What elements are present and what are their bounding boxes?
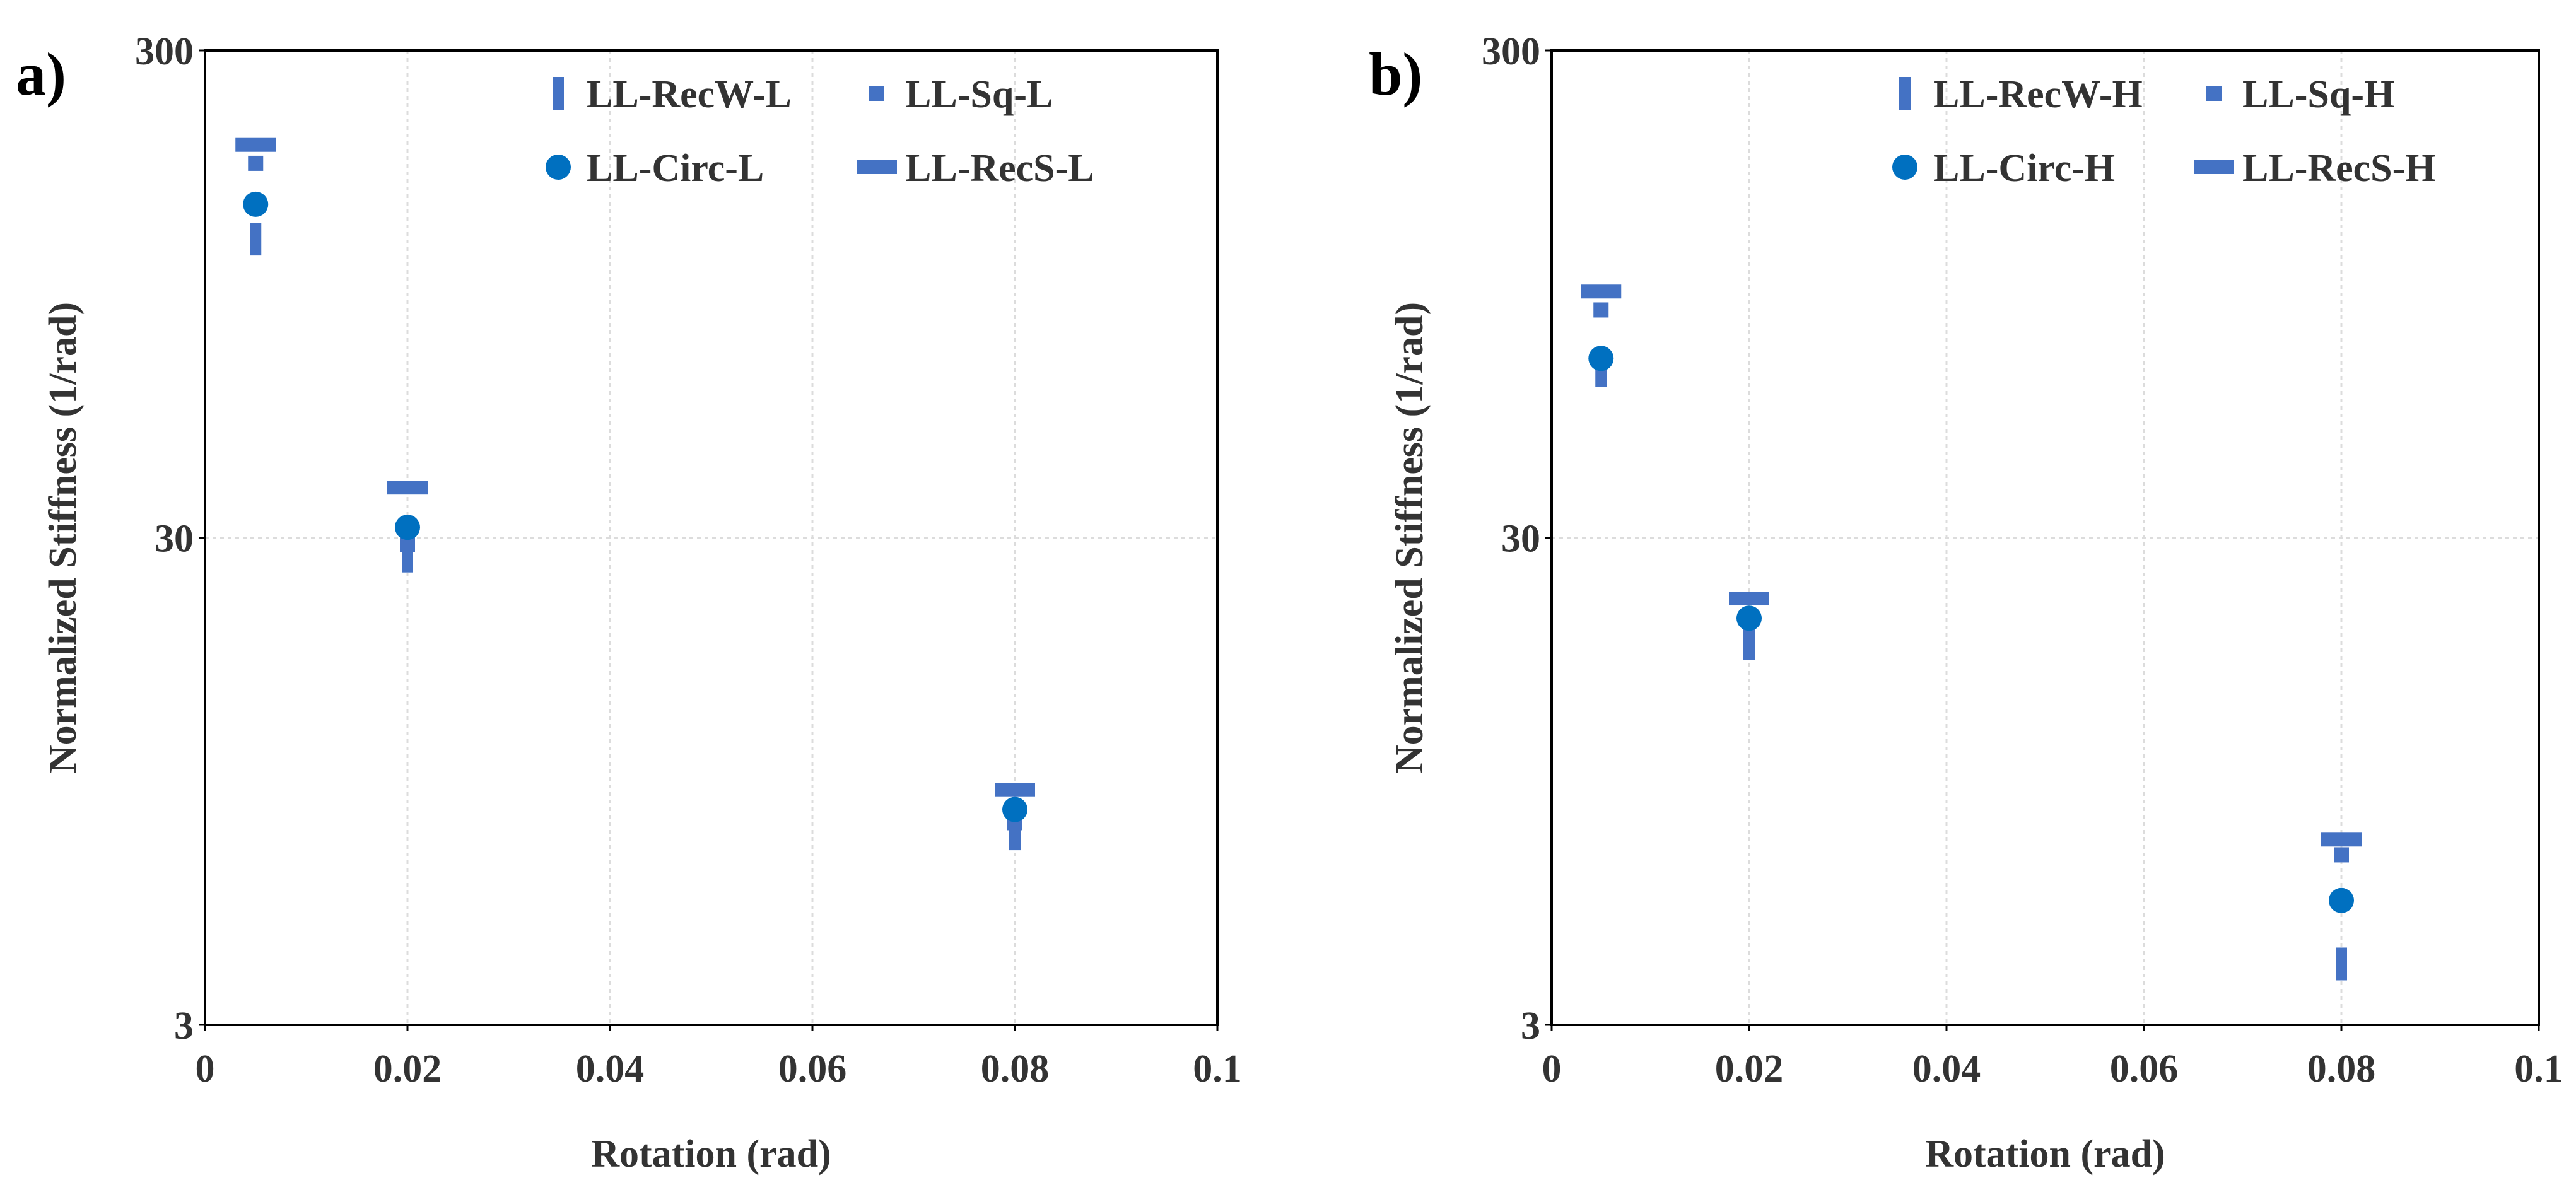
- y-tick-label: 300: [135, 30, 194, 73]
- x-tick-label: 0.06: [2110, 1047, 2179, 1090]
- data-point: [1002, 796, 1027, 822]
- data-point: [387, 481, 428, 495]
- series-LL-RecS-L: [235, 137, 1035, 797]
- y-tick-label: 30: [1501, 518, 1540, 561]
- data-point: [995, 783, 1035, 797]
- legend-marker: [1899, 77, 1911, 110]
- x-tick-label: 0.02: [373, 1047, 442, 1090]
- legend-label: LL-Sq-H: [2242, 73, 2394, 116]
- x-tick-label: 0.04: [1912, 1047, 1981, 1090]
- legend-label: LL-RecS-L: [905, 147, 1094, 190]
- data-point: [2334, 847, 2349, 863]
- legend-label: LL-Sq-L: [905, 73, 1053, 116]
- legend-marker: [553, 77, 564, 110]
- legend-marker: [1892, 155, 1917, 180]
- data-point: [1588, 346, 1614, 371]
- legend-label: LL-RecW-L: [587, 73, 792, 116]
- data-point: [243, 191, 269, 217]
- x-tick-label: 0.02: [1715, 1047, 1784, 1090]
- x-tick-label: 0.06: [778, 1047, 847, 1090]
- x-tick-label: 0.08: [2307, 1047, 2376, 1090]
- x-tick-label: 0.1: [1193, 1047, 1242, 1090]
- data-point: [250, 223, 262, 256]
- data-point: [1581, 284, 1622, 299]
- legend: LL-RecW-L LL-Sq-L LL-Circ-L LL-RecS-L: [546, 73, 1094, 190]
- data-point: [2321, 832, 2362, 847]
- series-LL-RecW-H: [1595, 354, 2347, 981]
- y-tick-label: 300: [1482, 30, 1540, 73]
- legend-marker: [2194, 160, 2234, 174]
- x-tick-label: 0.1: [2514, 1047, 2563, 1090]
- series-LL-Sq-H: [1593, 302, 2349, 863]
- series-LL-Sq-L: [248, 155, 1022, 831]
- legend-label: LL-RecS-H: [2242, 147, 2436, 190]
- data-point: [1743, 627, 1755, 660]
- data-point: [248, 155, 264, 171]
- x-tick-label: 0.08: [981, 1047, 1050, 1090]
- chart-panel-1: 0 0.02 0.04 0.06 0.08 0.1 3 30 300 Rotation (rad)…: [16, 30, 1242, 1176]
- series-LL-Circ-H: [1588, 346, 2354, 913]
- data-point: [1736, 605, 1762, 631]
- y-axis-title: Normalized Stiffness (1/rad): [42, 302, 85, 773]
- x-axis-title: Rotation (rad): [591, 1133, 831, 1176]
- panel-label: a): [16, 40, 66, 108]
- x-tick-label: 0: [1542, 1047, 1562, 1090]
- legend-label: LL-Circ-H: [1933, 147, 2115, 190]
- x-axis-title: Rotation (rad): [1925, 1133, 2165, 1176]
- legend-marker: [546, 155, 571, 180]
- x-tick-label: 0: [196, 1047, 215, 1090]
- legend-label: LL-Circ-L: [587, 147, 764, 190]
- data-point: [395, 515, 420, 540]
- legend-marker: [2206, 86, 2222, 101]
- data-point: [2329, 887, 2354, 913]
- data-point: [1593, 302, 1609, 318]
- series-LL-Circ-L: [243, 191, 1027, 822]
- panel-label: b): [1369, 40, 1422, 108]
- y-tick-label: 3: [174, 1005, 194, 1047]
- x-tick-label: 0.04: [576, 1047, 645, 1090]
- legend-marker: [869, 86, 884, 101]
- data-point: [235, 137, 276, 152]
- legend-marker: [857, 160, 897, 174]
- chart-panel-2: 0 0.02 0.04 0.06 0.08 0.1 3 30 300 Rotation (rad)…: [1369, 30, 2563, 1176]
- y-axis-title: Normalized Stiffness (1/rad): [1388, 302, 1431, 773]
- y-tick-label: 3: [1521, 1005, 1540, 1047]
- data-point: [2336, 947, 2347, 981]
- y-tick-label: 30: [155, 518, 194, 561]
- legend: LL-RecW-H LL-Sq-H LL-Circ-H LL-RecS-H: [1892, 73, 2436, 190]
- series-LL-RecW-L: [250, 223, 1021, 851]
- legend-label: LL-RecW-H: [1933, 73, 2143, 116]
- series-LL-RecS-H: [1581, 284, 2362, 847]
- data-point: [1729, 592, 1769, 606]
